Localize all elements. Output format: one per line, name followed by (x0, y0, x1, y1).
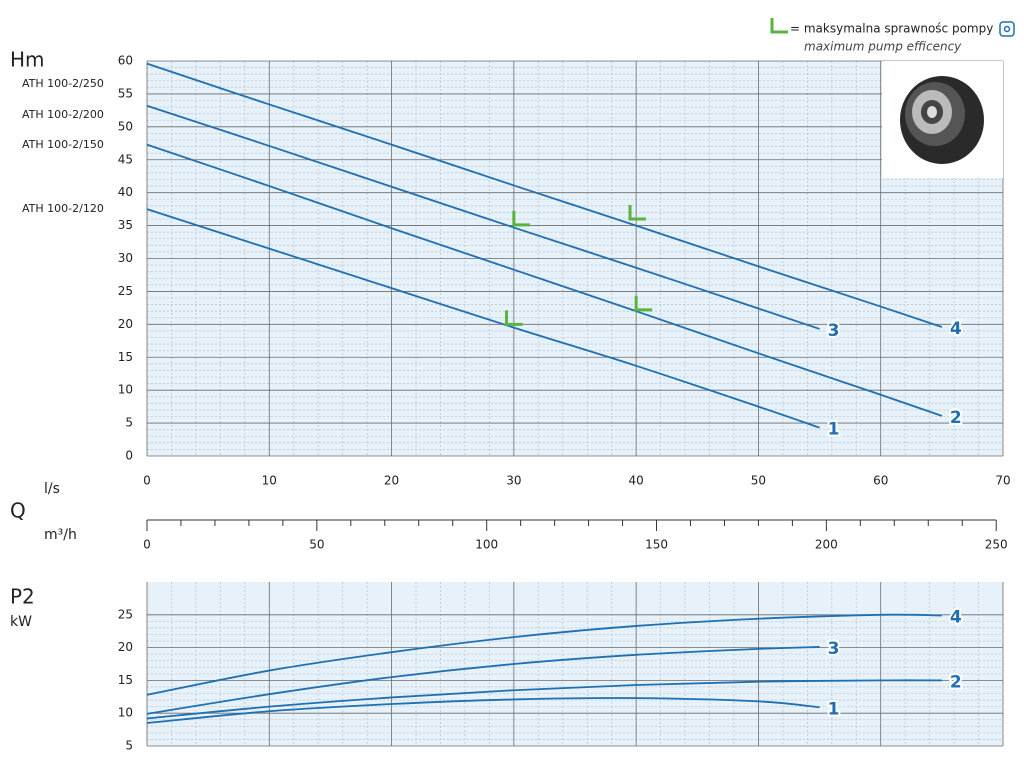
x2-tick-label: 50 (309, 538, 324, 552)
series-line (146, 104, 820, 330)
y-tick-label: 50 (118, 119, 133, 133)
series-label: 1 (828, 420, 840, 440)
series-line (146, 208, 820, 429)
series-name: ATH 100-2/150 (22, 138, 104, 151)
x2-tick-label: 200 (815, 538, 838, 552)
y-tick-label: 30 (118, 251, 133, 265)
x-axis-label: l/s (44, 481, 60, 497)
y-tick-label: 60 (118, 54, 133, 68)
pump-image (882, 61, 1003, 178)
x-symbol: Q (10, 499, 26, 523)
series-name: ATH 100-2/250 (22, 77, 104, 90)
y-tick-label: 55 (118, 86, 133, 100)
y-axis-label: Hm (10, 48, 45, 72)
x-tick-label: 70 (995, 474, 1010, 488)
y-tick-label: 0 (125, 449, 133, 463)
series-name: ATH 100-2/120 (22, 202, 104, 215)
legend-text: = maksymalna sprawnośc pompy (790, 22, 993, 36)
x-tick-label: 30 (506, 474, 521, 488)
y-tick-label: 10 (118, 706, 133, 720)
series-line (146, 143, 943, 417)
efficiency-marker (628, 205, 647, 221)
x2-tick-label: 150 (645, 538, 668, 552)
backgrounds (146, 60, 1004, 747)
y-tick-label: 5 (125, 416, 133, 430)
y-tick-label: 25 (118, 607, 133, 621)
x2-tick-label: 0 (143, 538, 151, 552)
series-line (146, 679, 942, 720)
x2-tick-label: 100 (475, 538, 498, 552)
series-label: 4 (950, 319, 962, 339)
settings-icon[interactable] (999, 21, 1015, 37)
legend-subtext: maximum pump efficency (804, 40, 962, 54)
y-tick-label: 10 (118, 383, 133, 397)
series-line (146, 697, 820, 724)
y-tick-label: 25 (118, 284, 133, 298)
y-tick-label: 15 (118, 350, 133, 364)
y-tick-label: 20 (118, 640, 133, 654)
series-label: 1 (828, 699, 840, 719)
y-tick-label: 15 (118, 673, 133, 687)
x2-axis-label: m³/h (44, 527, 77, 543)
efficiency-marker (512, 210, 530, 227)
y-tick-label: 5 (125, 739, 133, 753)
y-tick-label: 40 (118, 185, 133, 199)
series-line (146, 613, 942, 696)
efficiency-marker (505, 310, 523, 326)
y-tick-label: 20 (118, 317, 133, 331)
series-label: 2 (950, 672, 962, 692)
y-axis-label: P2 (10, 585, 35, 609)
series-line (146, 62, 943, 328)
x-tick-label: 50 (751, 474, 766, 488)
series-label: 3 (828, 639, 840, 659)
efficiency-marker (634, 295, 653, 312)
series-label: 3 (828, 321, 840, 341)
series-label: 4 (950, 607, 962, 627)
x-tick-label: 40 (629, 474, 644, 488)
x-tick-label: 0 (143, 474, 151, 488)
x-tick-label: 60 (873, 474, 888, 488)
y-axis-unit: kW (10, 614, 32, 630)
x-tick-label: 10 (262, 474, 277, 488)
x2-tick-label: 250 (985, 538, 1008, 552)
series-line (146, 646, 820, 715)
y-tick-label: 35 (118, 218, 133, 232)
series-label: 2 (950, 408, 962, 428)
x-tick-label: 20 (384, 474, 399, 488)
y-tick-label: 45 (118, 152, 133, 166)
legend-marker (770, 18, 788, 34)
plot-area (147, 582, 1003, 746)
series-name: ATH 100-2/200 (22, 108, 104, 121)
